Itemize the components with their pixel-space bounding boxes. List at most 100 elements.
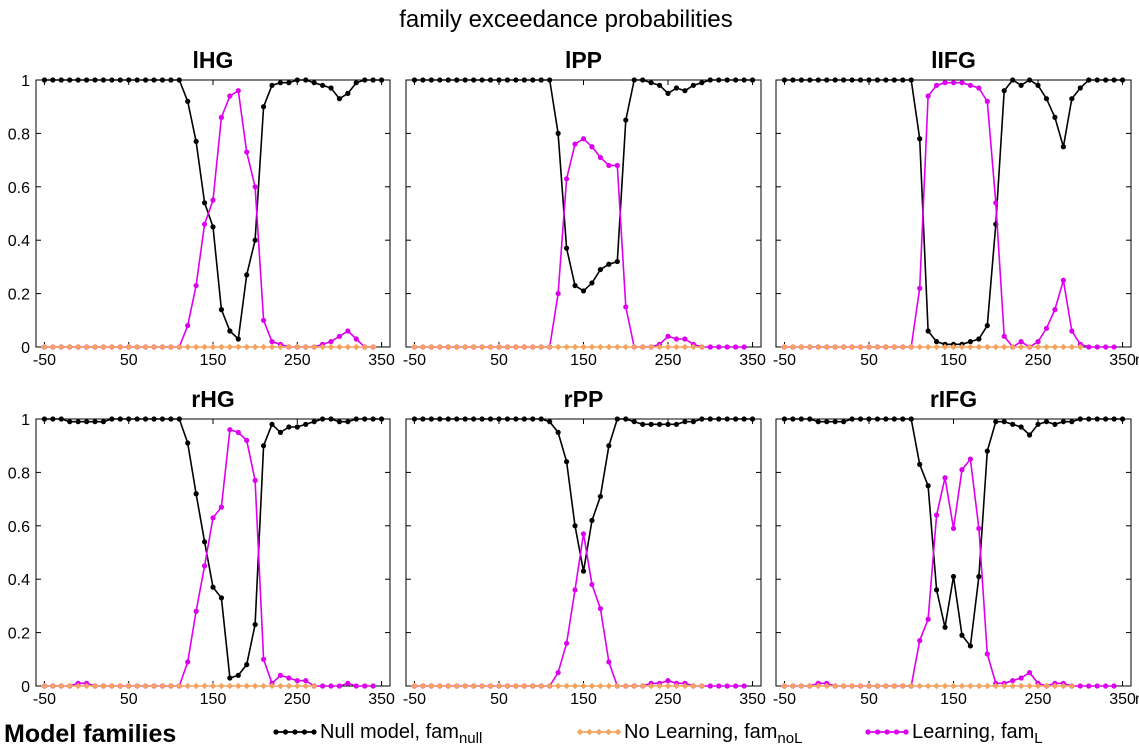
data-point-noL — [1026, 682, 1033, 690]
data-point-null — [252, 237, 258, 243]
data-point-L — [716, 683, 722, 689]
data-point-noL — [285, 343, 293, 351]
data-point-null — [1043, 96, 1050, 102]
data-point-null — [260, 443, 267, 449]
data-point-noL — [840, 682, 847, 690]
data-point-null — [185, 98, 191, 104]
x-tick-label: 150 — [570, 691, 597, 708]
data-point-null — [933, 587, 940, 593]
data-point-null — [176, 77, 182, 83]
data-point-noL — [201, 343, 208, 351]
data-point-L — [227, 93, 233, 99]
data-point-noL — [445, 682, 452, 690]
legend-marker — [301, 729, 308, 735]
data-point-null — [41, 77, 48, 83]
data-point-null — [134, 416, 140, 422]
data-point-null — [1069, 96, 1075, 102]
data-point-noL — [226, 682, 234, 690]
data-point-null — [673, 85, 680, 91]
data-point-null — [832, 419, 838, 425]
data-point-noL — [218, 682, 225, 690]
data-point-null — [244, 662, 250, 668]
data-point-null — [513, 77, 519, 83]
data-point-noL — [251, 682, 259, 690]
data-point-null — [849, 416, 855, 422]
data-point-L — [328, 339, 334, 345]
data-point-noL — [605, 682, 613, 690]
data-point-noL — [461, 343, 469, 351]
data-point-L — [614, 162, 620, 169]
data-point-null — [479, 77, 485, 83]
data-point-null — [900, 77, 906, 83]
data-point-noL — [597, 343, 604, 351]
data-point-null — [252, 621, 258, 628]
data-point-null — [142, 77, 149, 83]
data-point-noL — [554, 343, 562, 351]
data-point-L — [993, 200, 999, 206]
legend-marker — [576, 728, 584, 736]
data-point-noL — [563, 343, 570, 351]
data-point-noL — [781, 343, 788, 351]
data-point-noL — [461, 682, 469, 690]
data-point-L — [1035, 339, 1041, 345]
data-point-noL — [495, 682, 503, 690]
data-point-noL — [789, 682, 797, 690]
data-point-noL — [243, 343, 250, 351]
data-point-L — [370, 683, 376, 689]
series-line-L — [44, 89, 374, 348]
y-tick-label: 0.2 — [8, 626, 30, 643]
data-point-null — [185, 440, 191, 446]
data-point-L — [967, 456, 974, 462]
data-point-noL — [49, 682, 57, 690]
data-point-null — [606, 261, 612, 267]
data-point-null — [471, 77, 477, 83]
legend-marker — [311, 729, 317, 735]
data-point-null — [547, 419, 553, 425]
data-point-null — [328, 416, 334, 422]
data-point-null — [176, 416, 182, 422]
data-point-noL — [857, 343, 864, 351]
data-point-noL — [428, 343, 435, 351]
data-point-null — [1026, 432, 1033, 438]
data-point-noL — [882, 682, 890, 690]
data-point-null — [159, 416, 166, 422]
data-point-null — [504, 416, 511, 422]
data-point-L — [959, 467, 965, 473]
data-point-L — [933, 512, 940, 518]
data-point-null — [1094, 416, 1100, 422]
data-point-noL — [907, 682, 915, 690]
data-point-L — [294, 678, 300, 684]
data-point-null — [1103, 77, 1109, 83]
data-point-noL — [554, 682, 562, 690]
data-point-null — [126, 77, 132, 83]
data-point-null — [917, 136, 923, 142]
data-point-noL — [806, 682, 814, 690]
data-point-L — [572, 587, 578, 593]
x-unit-label: ms — [1135, 352, 1139, 369]
data-point-L — [665, 678, 671, 684]
data-point-null — [1069, 419, 1075, 425]
data-point-null — [555, 429, 561, 435]
data-point-null — [707, 416, 713, 422]
data-point-noL — [184, 343, 191, 351]
data-point-noL — [66, 682, 73, 690]
data-point-noL — [226, 343, 234, 351]
data-point-null — [109, 416, 115, 422]
data-point-null — [883, 77, 889, 83]
data-point-null — [959, 632, 965, 638]
legend-marker — [282, 729, 289, 735]
data-point-noL — [580, 343, 587, 351]
data-point-L — [925, 93, 931, 99]
data-point-noL — [874, 682, 881, 690]
data-point-noL — [521, 343, 528, 351]
data-point-null — [815, 419, 821, 425]
data-point-null — [303, 77, 309, 83]
data-point-L — [1077, 683, 1083, 689]
data-point-null — [716, 416, 722, 422]
data-point-null — [159, 77, 166, 83]
data-point-noL — [285, 682, 293, 690]
data-point-null — [733, 77, 739, 83]
data-point-L — [210, 197, 216, 203]
data-point-null — [699, 416, 705, 422]
data-point-null — [790, 77, 796, 83]
